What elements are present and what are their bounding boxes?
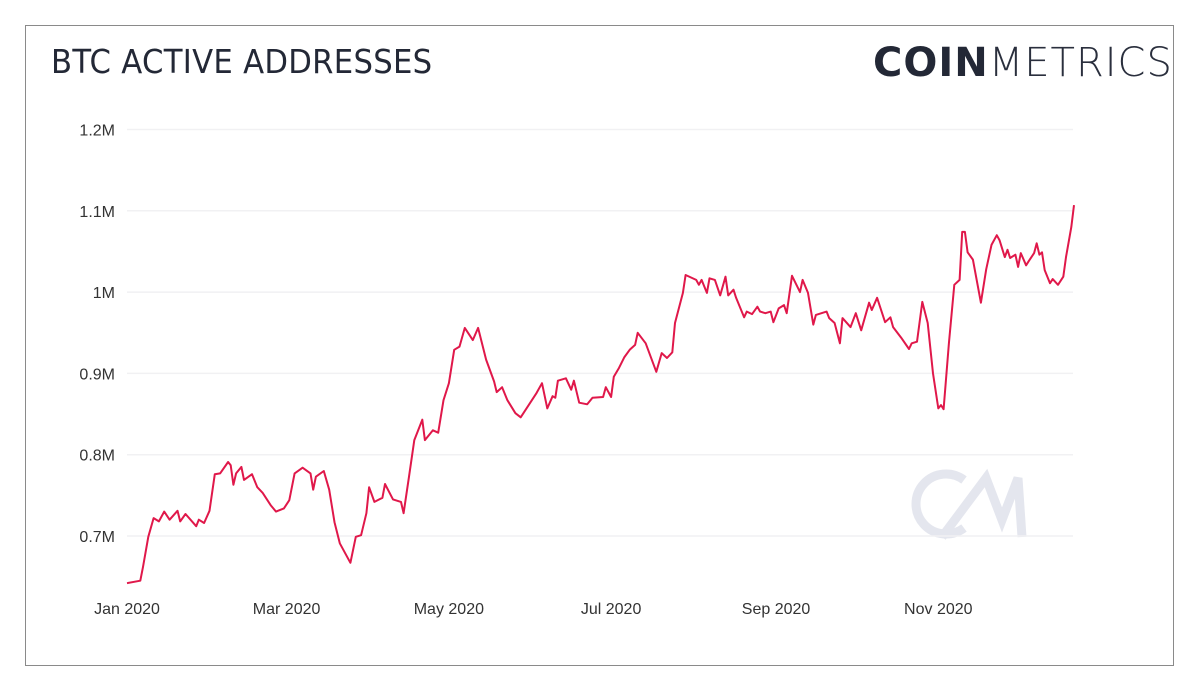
y-tick-label: 0.7M [79,529,115,546]
x-tick-label: Nov 2020 [904,601,973,618]
coinmetrics-logo: COINMETRICS [873,40,1173,86]
y-axis: 0.7M 0.8M 0.9M 1M 1.1M 1.2M [79,123,115,547]
x-axis: Jan 2020 Mar 2020 May 2020 Jul 2020 Sep 2020… [94,601,973,618]
chart-frame [25,25,1174,666]
y-tick-label: 1.1M [79,204,115,221]
logo-metrics: METRICS [988,40,1173,86]
x-tick-label: Mar 2020 [253,601,321,618]
x-tick-label: Jan 2020 [94,601,160,618]
series-line [126,204,1075,585]
x-tick-label: Jul 2020 [581,601,642,618]
watermark-m [938,468,1027,540]
x-tick-label: Sep 2020 [742,601,811,618]
y-tick-label: 1.2M [79,123,115,140]
x-tick-label: May 2020 [414,601,484,618]
cm-watermark-logo [911,468,1027,540]
series-layer [126,204,1075,585]
logo-coin: COIN [873,40,989,86]
gridlines [127,128,1073,537]
y-tick-label: 0.8M [79,448,115,465]
watermark-c [911,469,967,539]
y-tick-label: 1M [93,285,115,302]
y-tick-label: 0.9M [79,366,115,383]
chart-title: BTC ACTIVE ADDRESSES [51,42,433,81]
